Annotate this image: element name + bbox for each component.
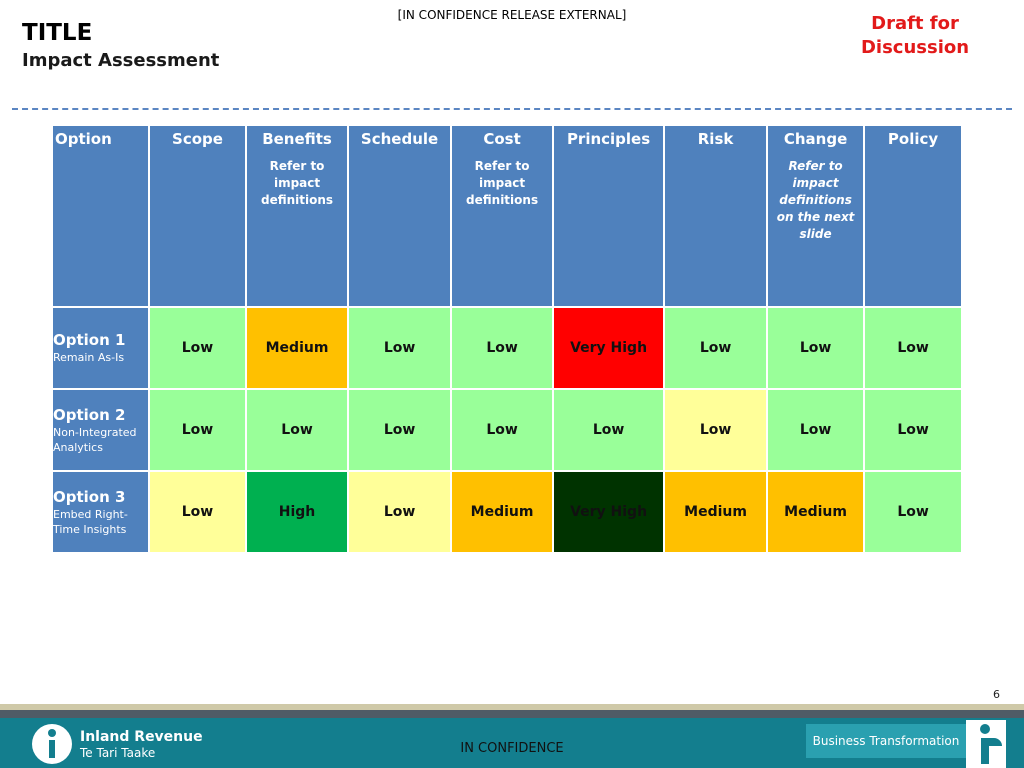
- row-header: Option 3 Embed Right-Time Insights: [51, 470, 150, 554]
- table-row: Option 1 Remain As-Is Low Medium Low Low…: [51, 306, 964, 390]
- rating-cell: Very High: [552, 470, 666, 554]
- impact-matrix: Option Scope Benefits Refer to impact de…: [51, 124, 964, 554]
- rating-cell: Low: [766, 388, 866, 472]
- business-transformation-badge: Business Transformation: [806, 724, 966, 758]
- header-label: Schedule: [360, 130, 439, 148]
- logo-stem-icon: [49, 740, 55, 758]
- option-description: Embed Right-Time Insights: [53, 507, 128, 536]
- rating-cell: Low: [863, 306, 964, 390]
- header-label: Scope: [172, 130, 223, 148]
- table-row: Option 3 Embed Right-Time Insights Low H…: [51, 470, 964, 554]
- option-name: Option 2: [53, 405, 126, 424]
- classification-banner: [IN CONFIDENCE RELEASE EXTERNAL]: [397, 8, 627, 22]
- logo-dot-icon: [48, 729, 56, 737]
- rating-cell: Medium: [244, 306, 350, 390]
- page-number: 6: [993, 688, 1000, 701]
- rating-cell: Low: [148, 306, 247, 390]
- option-name: Option 3: [53, 487, 126, 506]
- rating-cell: Low: [347, 306, 453, 390]
- header-label: Principles: [566, 130, 651, 148]
- row-header: Option 1 Remain As-Is: [51, 306, 150, 390]
- rating-cell: Low: [244, 388, 350, 472]
- footer-band-tan: [0, 704, 1024, 710]
- header-cell-schedule: Schedule: [347, 124, 453, 308]
- table-row: Option 2 Non-Integrated Analytics Low Lo…: [51, 388, 964, 472]
- rating-cell: Low: [766, 306, 866, 390]
- rating-cell: Medium: [663, 470, 769, 554]
- rating-cell: Low: [450, 388, 555, 472]
- dashed-divider: [12, 108, 1012, 110]
- header-cell-change: Change Refer to impact definitions on th…: [766, 124, 866, 308]
- header-label: Benefits: [262, 130, 332, 148]
- rating-cell: Very High: [552, 306, 666, 390]
- option-description: Non-Integrated Analytics: [53, 425, 137, 454]
- option-name: Option 1: [53, 331, 126, 349]
- header-note: Refer to impact definitions: [466, 159, 539, 207]
- rating-cell: Low: [663, 306, 769, 390]
- draft-line-2: Discussion: [860, 37, 970, 58]
- header-label: Cost: [483, 130, 521, 148]
- option-description: Remain As-Is: [53, 351, 125, 364]
- rating-cell: Low: [347, 388, 453, 472]
- rating-cell: Low: [863, 388, 964, 472]
- rating-cell: Low: [663, 388, 769, 472]
- rating-cell: High: [244, 470, 350, 554]
- footer-classification: IN CONFIDENCE: [460, 741, 564, 756]
- header-cell-scope: Scope: [148, 124, 247, 308]
- rating-cell: Low: [552, 388, 666, 472]
- header-cell-principles: Principles: [552, 124, 666, 308]
- header-label: Change: [783, 130, 848, 148]
- ir-logo-arc-icon: [988, 738, 1002, 746]
- rating-cell: Low: [450, 306, 555, 390]
- brand-name: Inland Revenue: [80, 729, 203, 745]
- draft-label: Draft for Discussion: [850, 12, 980, 60]
- slide-title: TITLE: [22, 20, 93, 46]
- ir-logo-dot-icon: [980, 724, 990, 734]
- rating-cell: Low: [148, 470, 247, 554]
- ir-logo-stem-icon: [981, 738, 989, 764]
- header-cell-cost: Cost Refer to impact definitions: [450, 124, 555, 308]
- header-row: Option Scope Benefits Refer to impact de…: [51, 124, 964, 308]
- header-cell-benefits: Benefits Refer to impact definitions: [244, 124, 350, 308]
- header-note: Refer to impact definitions on the next …: [776, 159, 855, 241]
- header-cell-risk: Risk: [663, 124, 769, 308]
- brand-maori-name: Te Tari Taake: [80, 746, 156, 760]
- header-cell-option: Option: [51, 124, 150, 308]
- rating-cell: Low: [863, 470, 964, 554]
- rating-cell: Low: [148, 388, 247, 472]
- draft-line-1: Draft for: [871, 13, 959, 34]
- slide-subtitle: Impact Assessment: [22, 50, 220, 71]
- header-cell-policy: Policy: [863, 124, 964, 308]
- header-label: Risk: [697, 130, 734, 148]
- rating-cell: Low: [347, 470, 453, 554]
- header-label: Policy: [887, 130, 939, 148]
- footer-band-grey: [0, 710, 1024, 718]
- rating-cell: Medium: [450, 470, 555, 554]
- rating-cell: Medium: [766, 470, 866, 554]
- header-label: Option: [55, 130, 112, 148]
- header-note: Refer to impact definitions: [261, 159, 334, 207]
- row-header: Option 2 Non-Integrated Analytics: [51, 388, 150, 472]
